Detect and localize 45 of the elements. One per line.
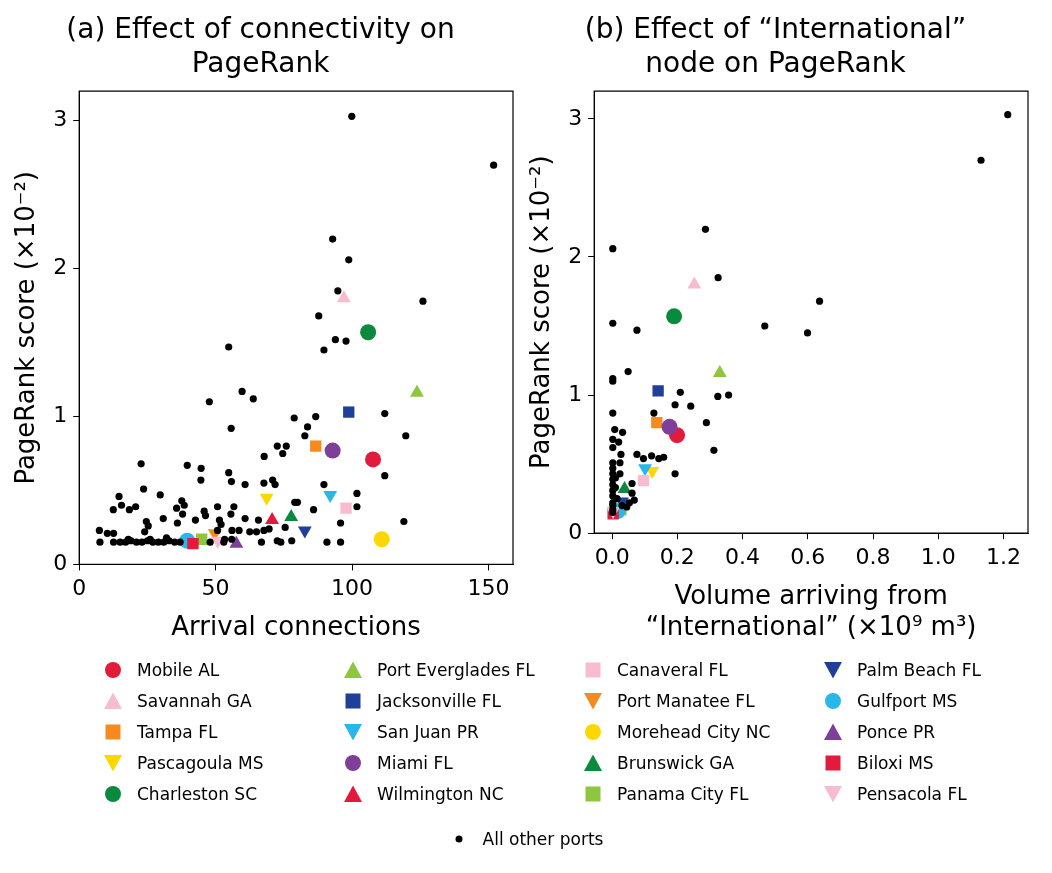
legend-label: All other ports	[482, 828, 604, 849]
y-tick-label: 2	[53, 254, 68, 280]
x-tick-label: 0.4	[725, 544, 761, 570]
legend-label: Miami FL	[377, 752, 453, 773]
x-tick-label: 0.2	[659, 544, 695, 570]
legend-label: Port Manatee FL	[617, 690, 755, 711]
chart-title: (b) Effect of “International” node on PageRank	[584, 12, 967, 79]
legend-label: Charleston SC	[137, 783, 257, 804]
y-axis-title: PageRank score (×10⁻²)	[10, 171, 41, 485]
legend-label: Wilmington NC	[377, 783, 504, 804]
legend-label: Pensacola FL	[857, 783, 967, 804]
x-axis-title: Volume arriving from “International” (×10⁹ m³)	[645, 579, 977, 642]
legend-label: San Juan PR	[377, 721, 479, 742]
x-tick-label: 0	[72, 575, 87, 601]
x-tick-label: 100	[331, 575, 374, 601]
legend-label: Port Everglades FL	[377, 659, 535, 680]
legend-label: Brunswick GA	[617, 752, 735, 773]
x-tick-label: 0.8	[855, 544, 891, 570]
x-tick-label: 1.0	[920, 544, 956, 570]
y-axis-title: PageRank score (×10⁻²)	[525, 155, 556, 469]
legend-label: Canaveral FL	[617, 659, 728, 680]
x-tick-label: 150	[467, 575, 510, 601]
legend-label: Morehead City NC	[617, 721, 771, 742]
x-tick-label: 1.2	[986, 544, 1022, 570]
x-tick-label: 50	[201, 575, 230, 601]
legend-label: Ponce PR	[857, 721, 936, 742]
y-tick-label: 3	[568, 104, 583, 130]
x-tick-label: 0.6	[790, 544, 826, 570]
legend-label: Panama City FL	[617, 783, 749, 804]
chart-title: (a) Effect of connectivity on PageRank	[66, 12, 455, 79]
y-tick-label: 0	[568, 518, 583, 544]
y-tick-label: 1	[53, 402, 68, 428]
y-tick-label: 1	[568, 380, 583, 406]
legend-label: Mobile AL	[137, 659, 220, 680]
legend-label: Tampa FL	[137, 721, 218, 742]
legend-label: Jacksonville FL	[377, 690, 501, 711]
legend-label: Gulfport MS	[857, 690, 958, 711]
legend-label: Pascagoula MS	[137, 752, 264, 773]
legend-label: Palm Beach FL	[857, 659, 981, 680]
x-tick-label: 0.0	[594, 544, 630, 570]
x-axis-title: Arrival connections	[171, 611, 421, 642]
y-tick-label: 2	[568, 242, 583, 268]
y-tick-label: 3	[53, 106, 68, 132]
legend-label: Biloxi MS	[857, 752, 934, 773]
legend-label: Savannah GA	[137, 690, 252, 711]
